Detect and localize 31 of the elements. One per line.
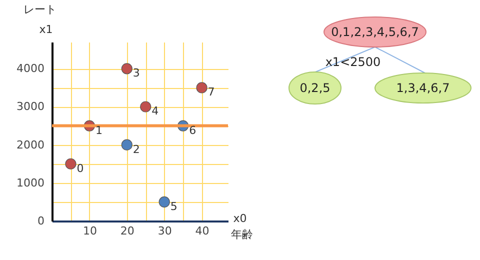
point <box>140 101 152 112</box>
y-tick-label: 2000 <box>16 138 44 152</box>
text: 0,1,2,3,4,5,6,7 <box>331 25 419 39</box>
text: 0,2,5 <box>300 81 330 95</box>
annotation: 0 <box>76 162 84 175</box>
y-axis-title: x1 <box>39 23 53 36</box>
point <box>121 139 132 150</box>
y-tick-label: 4000 <box>16 62 44 76</box>
annotation: 5 <box>170 200 178 213</box>
text: 年齢 <box>231 228 253 241</box>
x-tick-label: 20 <box>120 224 134 238</box>
annotation: 7 <box>208 86 215 99</box>
annotation: 4 <box>152 104 159 118</box>
annotation: 2 <box>132 142 140 156</box>
y-tick-label: 1000 <box>16 176 44 190</box>
text: レート <box>24 3 56 16</box>
y-tick-label: 0 <box>38 214 44 228</box>
annotation: 3 <box>132 66 140 80</box>
point <box>65 158 76 170</box>
x-axis-title: x0 <box>233 212 247 225</box>
text: x1<2500 <box>325 55 381 69</box>
y-tick-label: 3000 <box>16 100 44 114</box>
text: 1,3,4,6,7 <box>396 81 450 95</box>
x-tick-label: 30 <box>158 224 172 238</box>
annotation: 1 <box>95 124 102 137</box>
x-tick-label: 10 <box>82 224 97 238</box>
point <box>196 82 208 94</box>
x-tick-label: 40 <box>195 224 210 238</box>
point <box>158 196 170 208</box>
point <box>121 63 132 74</box>
annotation: 6 <box>189 124 196 137</box>
